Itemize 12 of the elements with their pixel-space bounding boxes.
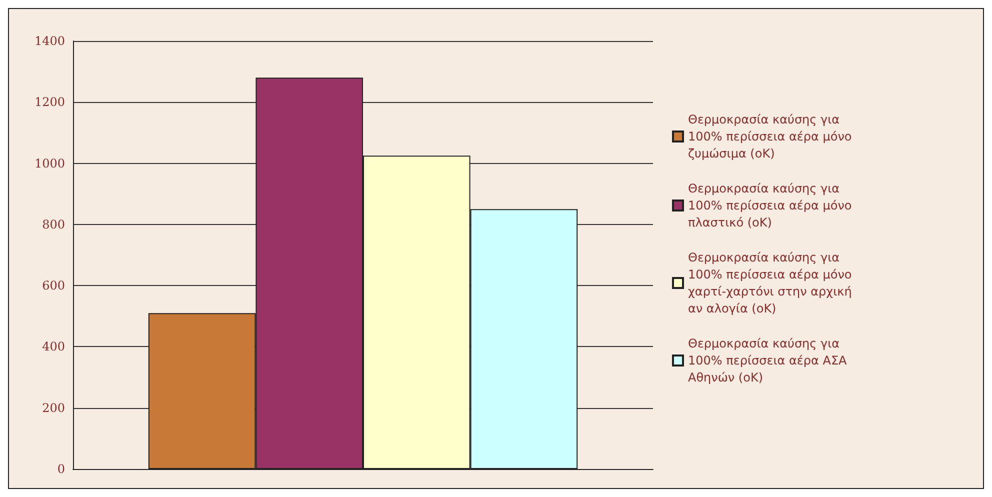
legend-label: Θερμοκρασία καύσης για 100% περίσσεια αέρα ΑΣΑ Αθηνών (oK) — [688, 336, 851, 384]
y-tick-label: 1400 — [34, 34, 65, 48]
y-tick-label: 1000 — [34, 156, 65, 170]
legend-label: Θερμοκρασία καύσης για 100% περίσσεια αέρα μόνο χαρτί-χαρτόνι στην αρχική αν αλογία (oK) — [688, 250, 856, 316]
y-tick-label: 1200 — [34, 95, 65, 110]
y-tick-label: 200 — [42, 400, 65, 415]
legend-label: Θερμοκρασία καύσης για 100% περίσσεια αέρα μόνο πλαστικό (oK) — [688, 182, 856, 230]
y-tick-label: 800 — [42, 217, 65, 232]
legend-label: Θερμοκρασία καύσης για 100% περίσσεια αέρα μόνο ζυμώσιμα (oK) — [688, 112, 856, 160]
y-tick-label: 600 — [42, 278, 65, 293]
y-tick-label: 0 — [57, 462, 65, 476]
y-tick-label: 400 — [42, 340, 65, 354]
